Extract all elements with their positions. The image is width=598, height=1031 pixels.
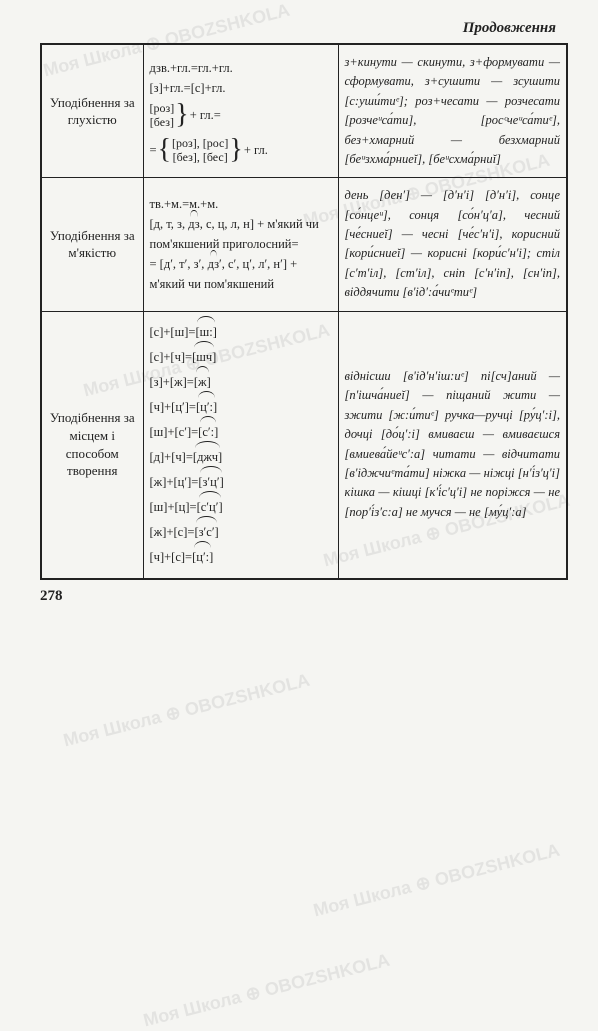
rule-line: [с]+[ч]=[шч] [150, 345, 332, 370]
row3-label: Уподібнення за місцем і способом творенн… [41, 311, 143, 579]
rule-line: [ж]+[с]=[з′с′] [150, 520, 332, 545]
row1-examples: з+кинути — скинути, з+формувати — сформу… [338, 44, 567, 178]
rule-line: = { [роз], [рос] [без], [бес] } + гл. [150, 136, 268, 165]
watermark: Моя Школа ⊕ OBOZSHKOLA [311, 840, 562, 922]
row1-rules: дзв.+гл.=гл.+гл. [з]+гл.=[с]+гл. [роз] [… [143, 44, 338, 178]
rule-line: [роз] [без] } + гл.= [150, 101, 221, 130]
right-brace-icon: } [175, 104, 188, 126]
rule-line: [ч]+[с]=[ц′:] [150, 545, 332, 570]
continuation-heading: Продовження [40, 20, 568, 37]
row2-rules: тв.+м.=м.+м. [д, т, з, дз, с, ц, л, н] +… [143, 178, 338, 311]
arc-span: дз [208, 254, 219, 274]
row3-rules: [с]+[ш]=[ш:] [с]+[ч]=[шч] [з]+[ж]=[ж] [ч… [143, 311, 338, 579]
rule-line: [ш]+[ц]=[с′ц′] [150, 495, 332, 520]
stacked: [роз] [без] [150, 101, 175, 130]
rule-line: тв.+м.=м.+м. [150, 194, 332, 214]
table-row: Уподібнення за м'якістю тв.+м.=м.+м. [д,… [41, 178, 567, 311]
arc-span: [ц′:] [192, 545, 213, 570]
table-row: Уподібнення за місцем і способом творенн… [41, 311, 567, 579]
rule-line: = [д′, т′, з′, дз′, с′, ц′, л′, н′] + м'… [150, 254, 332, 294]
phonetics-table: Уподібнення за глухістю дзв.+гл.=гл.+гл.… [40, 43, 568, 580]
rule-line: [ч]+[ц′]=[ц′:] [150, 395, 332, 420]
row3-examples: віднісши [в'ід′н′іш:иᵉ] пі[сч]аний — [п'… [338, 311, 567, 579]
rule-line: [д, т, з, дз, с, ц, л, н] + м'який чи по… [150, 214, 332, 254]
table-row: Уподібнення за глухістю дзв.+гл.=гл.+гл.… [41, 44, 567, 178]
page-number: 278 [40, 588, 568, 605]
rule-line: [ж]+[ц′]=[з′ц′] [150, 470, 332, 495]
page: Продовження Уподібнення за глухістю дзв.… [0, 0, 598, 625]
stacked: [роз], [рос] [без], [бес] [172, 136, 228, 165]
rule-line: [з]+[ж]=[ж] [150, 370, 332, 395]
right-brace-icon: } [229, 139, 242, 161]
watermark: Моя Школа ⊕ OBOZSHKOLA [141, 950, 392, 1031]
rule-line: [ш]+[с′]=[с′:] [150, 420, 332, 445]
rule-line: [д]+[ч]=[джч] [150, 445, 332, 470]
left-brace-icon: { [158, 139, 171, 161]
row2-label: Уподібнення за м'якістю [41, 178, 143, 311]
arc-span: дз [188, 214, 199, 234]
watermark: Моя Школа ⊕ OBOZSHKOLA [61, 670, 312, 752]
row1-label: Уподібнення за глухістю [41, 44, 143, 178]
row2-examples: день [ден′] — [д′н′і] [д′н′і], сонце [со… [338, 178, 567, 311]
rule-line: [с]+[ш]=[ш:] [150, 320, 332, 345]
rule-line: дзв.+гл.=гл.+гл. [150, 58, 332, 78]
rule-line: [з]+гл.=[с]+гл. [150, 78, 332, 98]
